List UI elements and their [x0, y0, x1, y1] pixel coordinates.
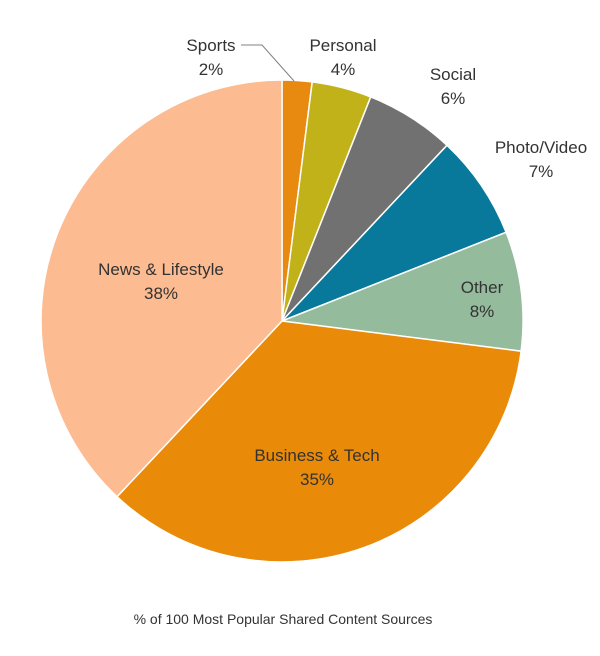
pie-slices: [40, 79, 524, 563]
slice-label-news-lifestyle: News & Lifestyle 38%: [98, 260, 224, 303]
slice-labels: Sports 2% Personal 4% Social 6% Photo/Video 7% O…: [98, 36, 587, 489]
slice-label-other: Other 8%: [461, 278, 504, 321]
slice-label-photo-video: Photo/Video 7%: [495, 138, 587, 181]
slice-label-value: 38%: [144, 284, 178, 303]
slice-label-name: Social: [430, 65, 476, 84]
leader-lines: [241, 44, 295, 82]
slice-label-value: 7%: [529, 162, 554, 181]
chart-caption: % of 100 Most Popular Shared Content Sou…: [134, 611, 433, 627]
slice-label-value: 4%: [331, 60, 356, 79]
slice-label-name: Photo/Video: [495, 138, 587, 157]
slice-other: [281, 231, 524, 353]
slice-news-lifestyle: [40, 79, 283, 498]
slice-label-name: Other: [461, 278, 504, 297]
slice-label-name: News & Lifestyle: [98, 260, 224, 279]
slice-label-business-tech: Business & Tech 35%: [254, 446, 379, 489]
slice-label-personal: Personal 4%: [309, 36, 376, 79]
slice-label-social: Social 6%: [430, 65, 476, 108]
slice-label-value: 35%: [300, 470, 334, 489]
slice-business-tech: [115, 320, 522, 563]
slice-label-name: Personal: [309, 36, 376, 55]
slice-photo-video: [281, 144, 508, 322]
slice-label-value: 2%: [199, 60, 224, 79]
slice-label-sports: Sports 2%: [186, 36, 235, 79]
slice-label-name: Business & Tech: [254, 446, 379, 465]
slice-label-value: 8%: [470, 302, 495, 321]
slice-label-name: Sports: [186, 36, 235, 55]
leader-line-sports: [241, 44, 295, 82]
slice-label-value: 6%: [441, 89, 466, 108]
